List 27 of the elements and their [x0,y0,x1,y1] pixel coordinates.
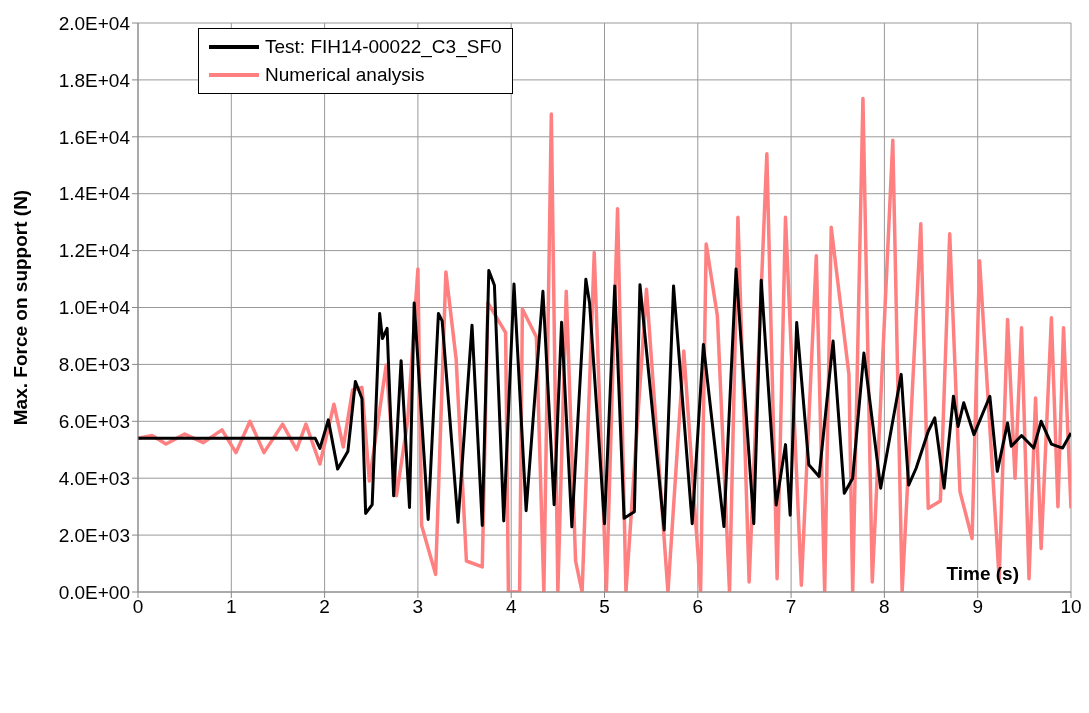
y-tick-label: 2.0E+03 [58,524,130,546]
x-tick-label: 0 [132,596,144,618]
x-tick-label: 7 [785,596,797,618]
y-tick-label: 1.6E+04 [58,126,131,148]
x-tick-label: 9 [972,596,983,618]
y-tick-label: 0.0E+00 [58,581,130,603]
y-tick-label: 1.2E+04 [58,240,131,262]
y-tick-label: 1.4E+04 [58,183,131,205]
x-tick-label: 5 [599,596,610,618]
y-tick-label: 2.0E+04 [58,12,131,34]
y-tick-label: 4.0E+03 [58,467,130,489]
x-axis-title: Time (s) [946,563,1019,584]
x-tick-label: 10 [1060,596,1082,618]
y-tick-label: 8.0E+03 [58,354,130,376]
x-tick-label: 6 [692,596,704,618]
y-axis-title: Max. Force on support (N) [9,189,31,426]
x-tick-label: 2 [319,596,330,618]
legend-label: Numerical analysis [265,64,425,86]
legend-label: Test: FIH14-00022_C3_SF0 [265,36,502,58]
line-series [138,267,1071,532]
x-tick-label: 1 [226,596,237,618]
x-tick-label: 8 [879,596,890,618]
y-tick-label: 1.0E+04 [58,297,131,319]
x-tick-label: 4 [505,596,517,618]
y-tick-label: 6.0E+03 [58,411,130,433]
y-tick-label: 1.8E+04 [58,69,131,91]
x-tick-label: 3 [412,596,424,618]
